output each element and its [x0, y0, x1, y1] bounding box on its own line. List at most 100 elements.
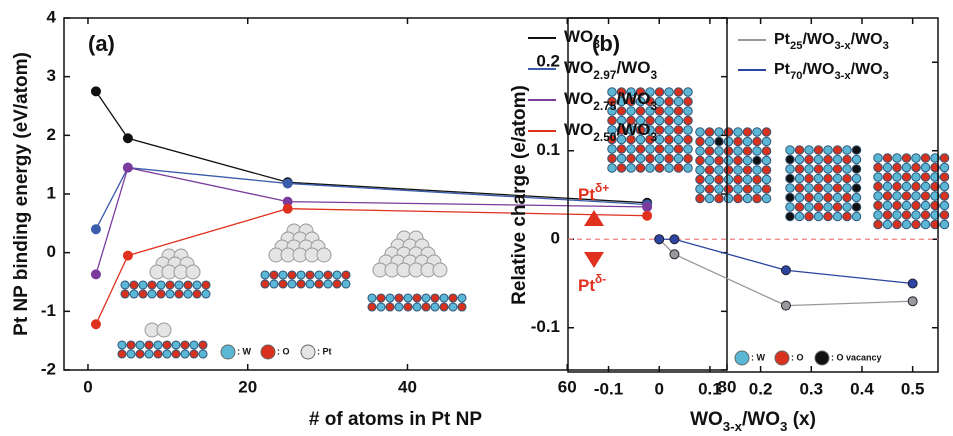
atom	[902, 173, 911, 182]
atom	[805, 212, 814, 221]
atom	[743, 175, 752, 184]
atom	[814, 193, 823, 202]
atom-legend-label: : O	[277, 346, 290, 356]
atom	[665, 97, 674, 106]
atom-legend-swatch	[815, 351, 829, 365]
atom	[674, 107, 683, 116]
atom	[912, 154, 921, 163]
atom	[852, 165, 861, 174]
atom	[665, 135, 674, 144]
atom	[674, 154, 683, 163]
atom	[824, 203, 833, 212]
atom	[824, 212, 833, 221]
atom	[805, 146, 814, 155]
atom	[843, 174, 852, 183]
y-tick-label: 0	[551, 229, 560, 248]
atom	[440, 303, 448, 311]
atom	[753, 175, 762, 184]
atom	[795, 203, 804, 212]
atom	[705, 194, 714, 203]
atom	[843, 165, 852, 174]
y-tick-label: 0.2	[536, 52, 560, 71]
atom	[814, 165, 823, 174]
atom	[684, 145, 693, 154]
pt-atom	[317, 248, 331, 262]
atom-legend-swatch	[261, 345, 275, 359]
atom-legend-label: : O	[791, 352, 804, 362]
atom	[734, 156, 743, 165]
atom	[893, 173, 902, 182]
atom	[852, 146, 861, 155]
atom	[422, 294, 430, 302]
atom	[199, 350, 207, 358]
atom	[883, 211, 892, 220]
atom	[843, 203, 852, 212]
atom-legend-swatch	[221, 345, 235, 359]
atom	[786, 193, 795, 202]
atom	[705, 128, 714, 137]
atom	[805, 193, 814, 202]
atom	[636, 145, 645, 154]
atom	[805, 155, 814, 164]
atom	[306, 271, 314, 279]
y-tick-label: 3	[47, 66, 56, 85]
atom	[705, 147, 714, 156]
atom	[715, 185, 724, 194]
pt-atom	[157, 323, 171, 337]
atom	[655, 145, 664, 154]
point	[670, 235, 679, 244]
atom	[413, 294, 421, 302]
atom	[874, 220, 883, 229]
atom	[753, 147, 762, 156]
point	[91, 225, 100, 234]
atom	[912, 201, 921, 210]
point	[283, 179, 292, 188]
atom	[715, 175, 724, 184]
atom	[743, 194, 752, 203]
atom	[762, 128, 771, 137]
atom	[734, 185, 743, 194]
atom	[261, 271, 269, 279]
atom	[636, 164, 645, 173]
atom-legend-label: : W	[237, 346, 251, 356]
atom	[762, 185, 771, 194]
atom	[154, 350, 162, 358]
y-axis-title: Relative charge (e/atom)	[509, 85, 530, 305]
atom	[172, 341, 180, 349]
atom	[786, 203, 795, 212]
x-tick-label: 0.1	[698, 379, 722, 398]
atom	[404, 303, 412, 311]
x-axis-title: WO3-x/WO3 (x)	[690, 409, 816, 434]
atom	[166, 290, 174, 298]
atom	[940, 173, 949, 182]
y-tick-label: 2	[47, 125, 56, 144]
atom	[674, 135, 683, 144]
atom	[833, 184, 842, 193]
atom	[202, 281, 210, 289]
atom	[705, 137, 714, 146]
atom	[843, 155, 852, 164]
atom	[795, 184, 804, 193]
atom	[655, 88, 664, 97]
atom	[608, 164, 617, 173]
atom	[139, 281, 147, 289]
atom	[181, 341, 189, 349]
y-tick-label: 1	[47, 183, 56, 202]
atom	[377, 303, 385, 311]
atom	[743, 156, 752, 165]
atom	[684, 135, 693, 144]
atom	[795, 193, 804, 202]
atom	[458, 303, 466, 311]
atom	[627, 154, 636, 163]
atom	[270, 271, 278, 279]
atom	[118, 350, 126, 358]
atom	[270, 280, 278, 288]
point	[123, 134, 132, 143]
atom	[342, 280, 350, 288]
atom	[684, 116, 693, 125]
atom	[163, 350, 171, 358]
atom	[805, 165, 814, 174]
pt-atom	[186, 265, 200, 279]
atom	[627, 164, 636, 173]
atom	[743, 147, 752, 156]
